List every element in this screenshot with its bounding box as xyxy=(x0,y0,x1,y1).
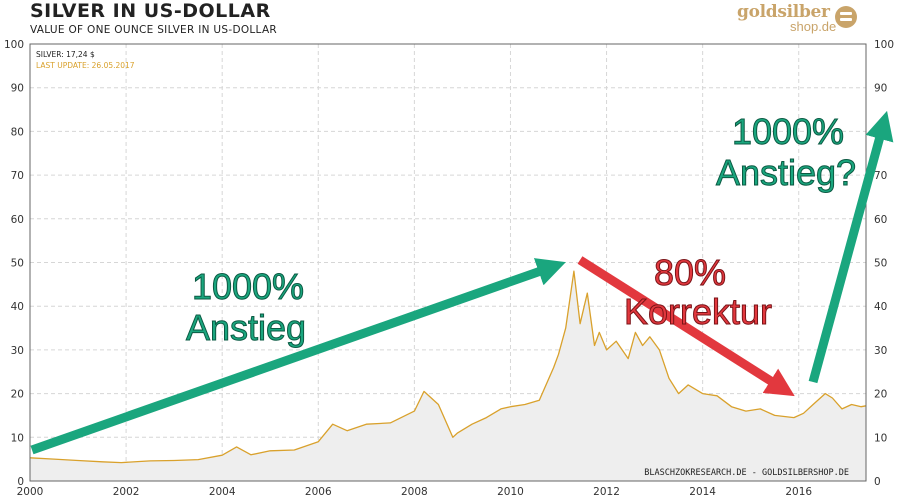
chart-subtitle: VALUE OF ONE OUNCE SILVER IN US-DOLLAR xyxy=(30,24,278,36)
y-tick-label-right: 100 xyxy=(874,39,894,51)
y-tick-label-left: 0 xyxy=(17,476,24,488)
y-tick-label-right: 20 xyxy=(874,389,887,401)
x-tick-label: 2008 xyxy=(401,486,428,498)
y-tick-label-left: 40 xyxy=(11,301,24,313)
arrow-down-mid xyxy=(577,256,795,397)
y-tick-label-right: 10 xyxy=(874,432,887,444)
y-tick-label-left: 70 xyxy=(11,170,24,182)
y-tick-label-left: 30 xyxy=(11,345,24,357)
y-tick-label-right: 0 xyxy=(874,476,881,488)
annotation-left-line2: Anstieg xyxy=(186,307,306,348)
coin-stack-icon xyxy=(835,6,857,28)
x-axis: 2000 2002 2004 2006 2008 2010 2012 2014 2016 xyxy=(17,486,813,498)
logo-domain: shop.de xyxy=(790,19,837,34)
x-tick-label: 2006 xyxy=(305,486,332,498)
logo-name: goldsilber xyxy=(737,2,830,22)
y-tick-label-right: 30 xyxy=(874,345,887,357)
legend-update-date: LAST UPDATE: 26.05.2017 xyxy=(36,61,135,70)
brand-logo[interactable]: goldsilber shop.de xyxy=(737,2,867,38)
annotation-right-line2: Anstieg? xyxy=(716,152,856,193)
annotation-mid-line1: 80% xyxy=(654,252,726,293)
y-axis-left: 0 10 20 30 40 50 60 70 80 90 100 xyxy=(4,39,24,488)
chart-title: SILVER IN US-DOLLAR xyxy=(30,0,271,22)
y-tick-label-left: 60 xyxy=(11,214,24,226)
x-tick-label: 2012 xyxy=(593,486,620,498)
y-tick-label-left: 100 xyxy=(4,39,24,51)
x-tick-label: 2004 xyxy=(209,486,236,498)
y-tick-label-right: 60 xyxy=(874,214,887,226)
x-tick-label: 2010 xyxy=(497,486,524,498)
annotation-left-line1: 1000% xyxy=(192,266,304,307)
source-credit: BLASCHZOKRESEARCH.DE - GOLDSILBERSHOP.DE xyxy=(644,468,849,478)
y-tick-label-right: 70 xyxy=(874,170,887,182)
x-tick-label: 2000 xyxy=(17,486,44,498)
x-tick-label: 2014 xyxy=(689,486,716,498)
y-tick-label-left: 80 xyxy=(11,126,24,138)
x-tick-label: 2002 xyxy=(113,486,140,498)
y-tick-label-right: 40 xyxy=(874,301,887,313)
y-tick-label-left: 50 xyxy=(11,258,24,270)
arrow-up-left xyxy=(30,258,566,455)
legend-series-label: SILVER: 17,24 $ xyxy=(36,50,95,59)
price-line xyxy=(29,270,867,464)
annotation-mid-line2: Korrektur xyxy=(624,291,772,332)
y-tick-label-left: 10 xyxy=(11,432,24,444)
price-area xyxy=(30,271,866,481)
x-tick-label: 2016 xyxy=(785,486,812,498)
y-tick-label-left: 90 xyxy=(11,83,24,95)
y-tick-label-left: 20 xyxy=(11,389,24,401)
plot-frame xyxy=(29,43,867,482)
annotation-right-line1: 1000% xyxy=(732,111,844,152)
arrow-up-right xyxy=(808,110,894,384)
y-tick-label-right: 90 xyxy=(874,83,887,95)
y-tick-label-right: 50 xyxy=(874,258,887,270)
